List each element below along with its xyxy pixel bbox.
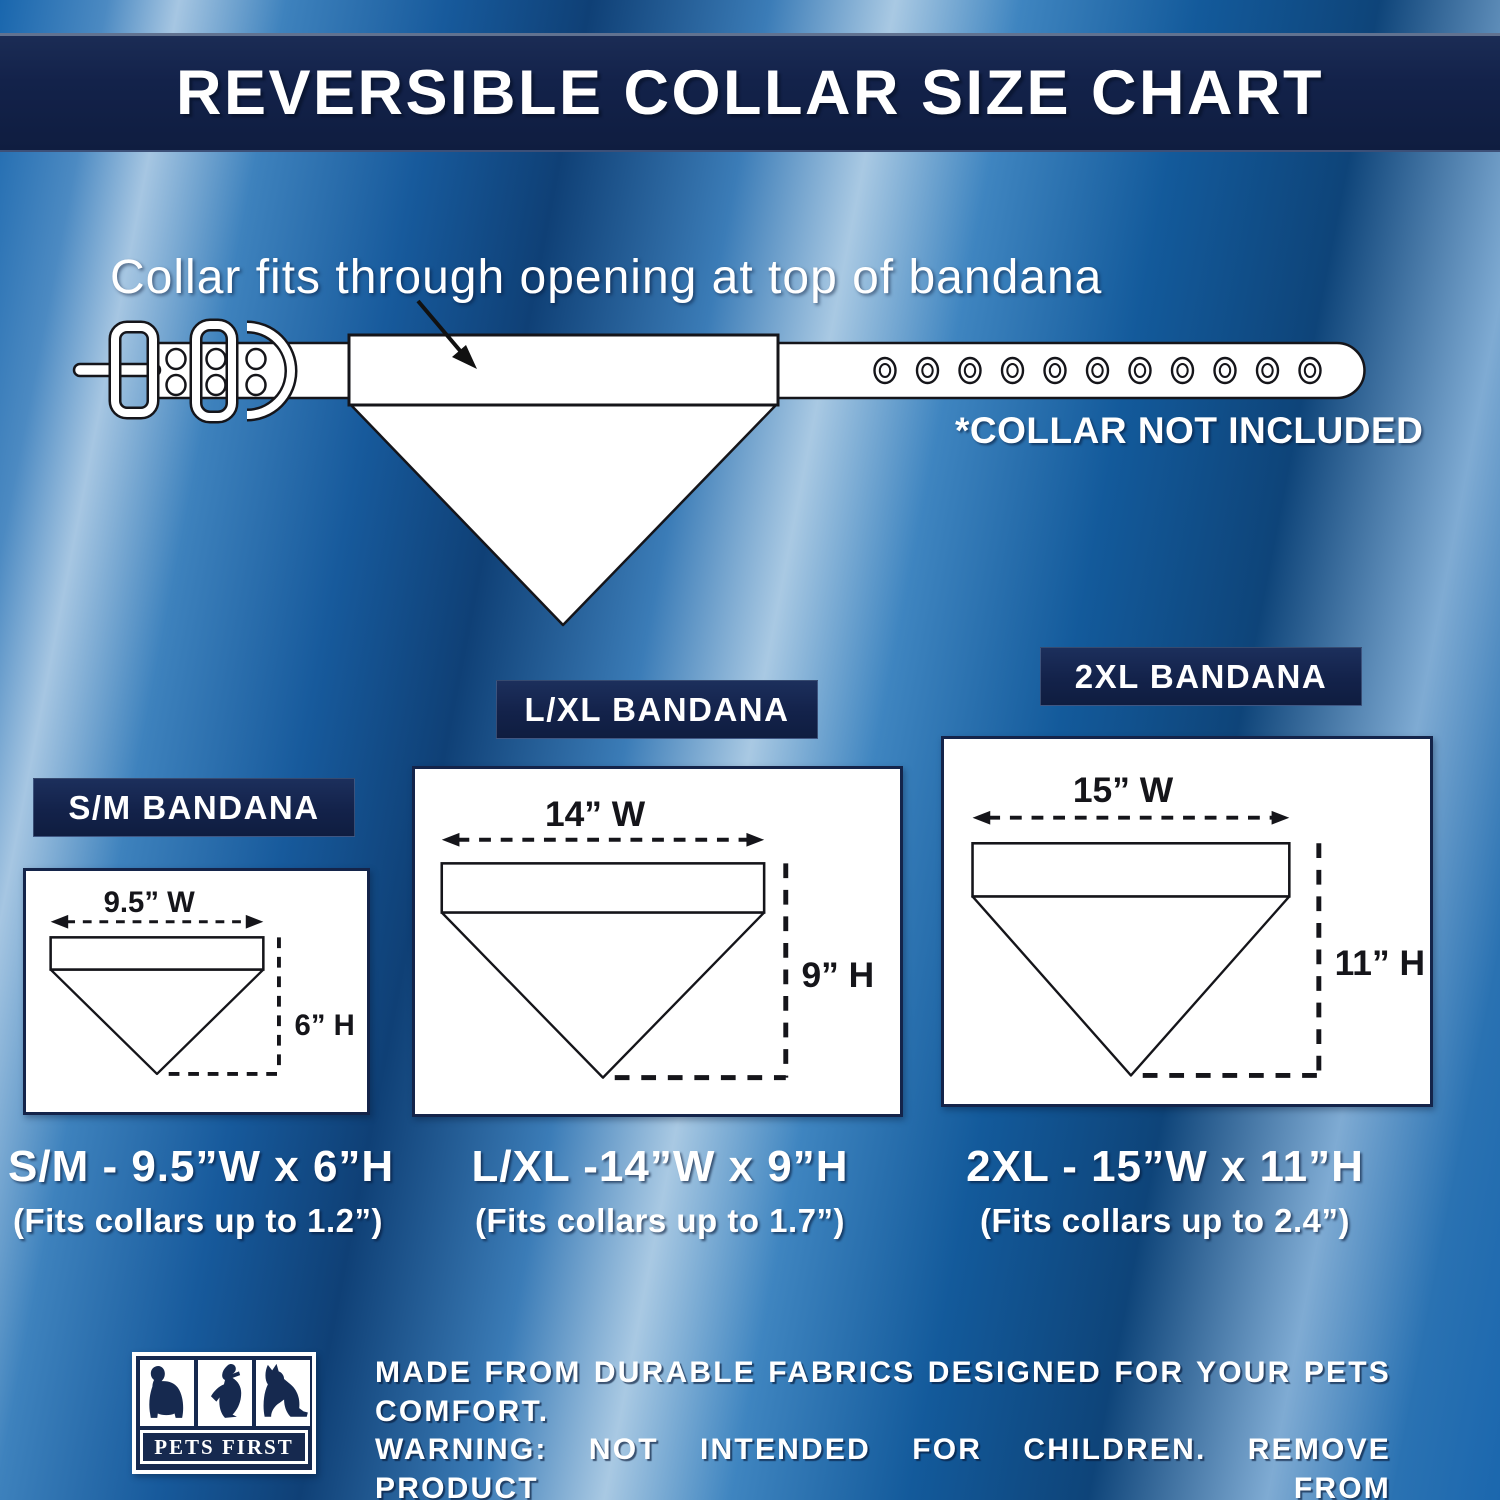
size-label-2xl-text: 2XL BANDANA bbox=[1074, 657, 1328, 695]
svg-text:6” H: 6” H bbox=[295, 1010, 355, 1042]
caption-sm: S/M - 9.5”W x 6”H (Fits collars up to 1.… bbox=[8, 1142, 395, 1240]
size-label-lxl: L/XL BANDANA bbox=[496, 680, 818, 739]
logo-dog-tiles bbox=[140, 1360, 310, 1426]
size-label-sm-text: S/M BANDANA bbox=[68, 788, 320, 826]
svg-text:11” H: 11” H bbox=[1335, 943, 1426, 983]
pets-first-logo: PETS FIRST bbox=[132, 1352, 316, 1474]
size-label-2xl: 2XL BANDANA bbox=[1040, 647, 1362, 706]
warning-line: WARNING: NOT INTENDED FOR CHILDREN. REMO… bbox=[375, 1433, 1391, 1500]
caption-lxl: L/XL -14”W x 9”H (Fits collars up to 1.7… bbox=[440, 1142, 880, 1240]
caption-2xl: 2XL - 15”W x 11”H (Fits collars up to 2.… bbox=[945, 1142, 1385, 1240]
collar-buckle bbox=[72, 318, 298, 424]
title-banner: REVERSIBLE COLLAR SIZE CHART bbox=[0, 33, 1500, 152]
bandana-sleeve bbox=[347, 333, 780, 407]
caption-2xl-fits: (Fits collars up to 2.4”) bbox=[979, 1202, 1351, 1239]
page-title: REVERSIBLE COLLAR SIZE CHART bbox=[175, 58, 1325, 128]
dog-silhouette-icon bbox=[256, 1360, 310, 1426]
dog-silhouette-icon bbox=[140, 1360, 194, 1426]
brand-name: PETS FIRST bbox=[154, 1434, 294, 1459]
collar-not-included-note: *COLLAR NOT INCLUDED bbox=[955, 410, 1424, 451]
collar-eyelets bbox=[873, 356, 1322, 385]
svg-text:9.5” W: 9.5” W bbox=[104, 887, 195, 919]
bandana-diagram-lxl: 14” W 9” H bbox=[440, 795, 874, 1081]
caption-lxl-fits: (Fits collars up to 1.7”) bbox=[474, 1202, 846, 1239]
diagram-panel-lxl: 14” W 9” H bbox=[412, 766, 903, 1117]
size-label-sm: S/M BANDANA bbox=[33, 778, 355, 837]
opening-pointer-arrow bbox=[416, 299, 477, 369]
svg-text:9” H: 9” H bbox=[801, 956, 874, 995]
bandana-diagram-sm: 9.5” W 6” H bbox=[49, 887, 355, 1076]
logo-wordmark-band: PETS FIRST bbox=[140, 1430, 308, 1464]
svg-text:15” W: 15” W bbox=[1073, 770, 1174, 810]
diagram-panel-sm: 9.5” W 6” H bbox=[23, 868, 370, 1115]
bandana-diagram-2xl: 15” W 11” H bbox=[971, 770, 1426, 1078]
svg-text:14” W: 14” W bbox=[545, 795, 646, 834]
collar-illustration bbox=[72, 299, 1366, 627]
collar-instruction-text: Collar fits through opening at top of ba… bbox=[110, 251, 1103, 304]
caption-2xl-size: 2XL - 15”W x 11”H bbox=[966, 1142, 1364, 1191]
caption-lxl-size: L/XL -14”W x 9”H bbox=[471, 1142, 849, 1191]
caption-sm-size: S/M - 9.5”W x 6”H bbox=[8, 1142, 395, 1191]
dog-silhouette-icon bbox=[198, 1360, 252, 1426]
warning-line: MADE FROM DURABLE FABRICS DESIGNED FOR Y… bbox=[375, 1356, 1391, 1428]
bandana-triangle bbox=[348, 402, 779, 627]
diagram-panel-2xl: 15” W 11” H bbox=[941, 736, 1433, 1107]
size-label-lxl-text: L/XL BANDANA bbox=[524, 690, 790, 728]
warning-text: MADE FROM DURABLE FABRICS DESIGNED FOR Y… bbox=[375, 1354, 1391, 1500]
caption-sm-fits: (Fits collars up to 1.2”) bbox=[12, 1202, 384, 1239]
